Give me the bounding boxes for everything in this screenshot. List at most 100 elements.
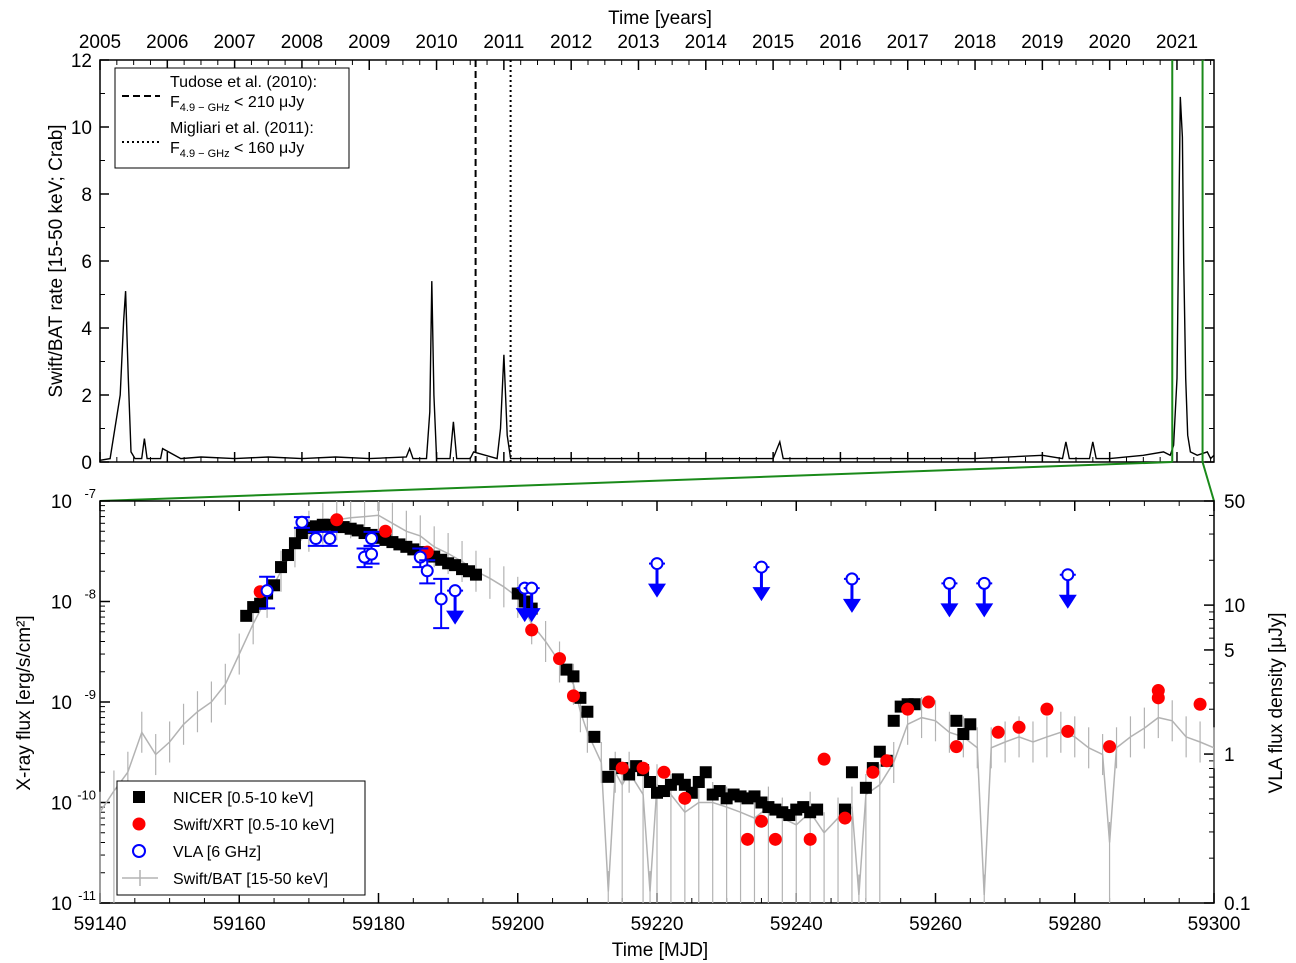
right-ytick-label: 50 (1224, 492, 1245, 513)
top-xtick-label: 2019 (1021, 32, 1063, 53)
xrt-point (838, 811, 852, 825)
xrt-point (1193, 697, 1207, 711)
vla-point (434, 592, 448, 606)
xrt-point (1103, 740, 1117, 754)
legend-migliari-f: F (170, 140, 180, 157)
bottom-ytick-label: 10 (51, 492, 72, 513)
bat-rate-curve (99, 96, 1215, 461)
legend-tudose-f: F (170, 94, 180, 111)
legend-migliari-rest: < 160 μJy (230, 140, 305, 157)
nicer-point (281, 549, 294, 562)
xrt-points (253, 513, 1207, 846)
vla-limit-arrowhead (1058, 594, 1077, 609)
xrt-point (1040, 702, 1054, 716)
vla-upper-limit-point (525, 581, 539, 595)
nicer-point (887, 714, 900, 727)
vla-upper-limit-point (448, 584, 462, 598)
xrt-point (901, 702, 915, 716)
xrt-point (636, 761, 650, 775)
zoom-connectors (99, 461, 1215, 502)
top-xtick-label: 2014 (685, 32, 728, 53)
top-xtick-label: 2017 (887, 32, 929, 53)
nicer-point (644, 775, 657, 788)
xrt-point (1151, 691, 1165, 705)
zoom-window (1171, 60, 1204, 462)
vla-limit-arrowhead (522, 608, 541, 623)
bottom-ytick-exponent: -8 (84, 587, 96, 602)
top-xtick-label: 2007 (213, 32, 255, 53)
nicer-point (288, 537, 301, 550)
vla-upper-limit-point (1061, 568, 1075, 582)
top-panel: Time [years] Swift/BAT rate [15-50 keV; … (46, 8, 1215, 474)
legend-vla-label: VLA [6 GHz] (173, 844, 261, 861)
vla-point (365, 532, 379, 546)
right-ytick-label: 5 (1224, 641, 1235, 662)
bottom-xtick-label: 59140 (74, 914, 127, 935)
xrt-point (378, 524, 392, 538)
vla-upper-limit-point (977, 576, 991, 590)
top-xtick-label: 2016 (819, 32, 861, 53)
legend-xrt-label: Swift/XRT [0.5-10 keV] (173, 817, 334, 834)
xrt-point (880, 754, 894, 768)
nicer-point (254, 597, 267, 610)
bottom-ytick-exponent: -7 (84, 486, 96, 501)
nicer-point (811, 803, 824, 816)
top-ytick-label: 2 (81, 386, 92, 407)
bat-lightcurve (99, 501, 1215, 903)
bottom-legend: NICER [0.5-10 keV] Swift/XRT [0.5-10 keV… (116, 780, 366, 896)
vla-upper-limit-point (650, 557, 664, 571)
xrt-point (525, 623, 539, 637)
top-xtick-label: 2021 (1156, 32, 1198, 53)
xrt-point (991, 725, 1005, 739)
xrt-point (657, 765, 671, 779)
bottom-ytick-label: 10 (51, 894, 72, 915)
nicer-point (845, 766, 858, 779)
nicer-point (275, 561, 288, 574)
xrt-point (866, 765, 880, 779)
top-ytick-label: 0 (81, 453, 92, 474)
top-xtick-label: 2005 (79, 32, 121, 53)
nicer-point (692, 775, 705, 788)
right-ytick-label: 0.1 (1224, 894, 1250, 915)
top-xtick-label: 2006 (146, 32, 188, 53)
legend-bat-label: Swift/BAT [15-50 keV] (173, 871, 328, 888)
xrt-point (566, 689, 580, 703)
bottom-xtick-label: 59200 (491, 914, 544, 935)
bottom-right-axis-title: VLA flux density [μJy] (1266, 613, 1287, 794)
nicer-point (873, 745, 886, 758)
bottom-xtick-label: 59300 (1188, 914, 1241, 935)
nicer-point (588, 730, 601, 743)
legend-migliari-sub: 4.9 − GHz (180, 148, 230, 160)
bottom-panel: 59140 59160 59180 59200 59220 59240 59260 59280… (14, 486, 1287, 961)
xrt-point (1012, 720, 1026, 734)
xrt-point (678, 791, 692, 805)
xrt-point (553, 652, 567, 666)
legend-tudose-sub: 4.9 − GHz (180, 102, 230, 114)
bottom-x-axis-title: Time [MJD] (612, 940, 708, 961)
xrt-point (1061, 724, 1075, 738)
top-xtick-label: 2013 (617, 32, 659, 53)
top-ytick-label: 6 (81, 252, 92, 273)
xrt-point (330, 513, 344, 527)
vla-upper-limit-point (942, 576, 956, 590)
bottom-ytick-label: 10 (51, 794, 72, 815)
xrt-point (615, 761, 629, 775)
vla-point (420, 564, 434, 578)
bottom-xtick-label: 59180 (352, 914, 405, 935)
vla-limit-arrowhead (446, 610, 465, 625)
vla-limit-arrowhead (975, 603, 994, 618)
bottom-ytick-label: 10 (51, 693, 72, 714)
nicer-point (581, 705, 594, 718)
top-axis-title: Time [years] (608, 8, 712, 29)
legend-migliari-line2: F4.9 − GHz < 160 μJy (170, 140, 304, 160)
top-y-axis-title: Swift/BAT rate [15-50 keV; Crab] (46, 124, 67, 397)
nicer-point (602, 770, 615, 783)
vla-limit-arrowhead (752, 587, 771, 602)
top-legend: Tudose et al. (2010): F4.9 − GHz < 210 μ… (114, 67, 350, 169)
vla-upper-limit-point (754, 560, 768, 574)
nicer-point (469, 568, 482, 581)
right-ytick-label: 10 (1224, 596, 1245, 617)
top-xtick-label: 2018 (954, 32, 996, 53)
